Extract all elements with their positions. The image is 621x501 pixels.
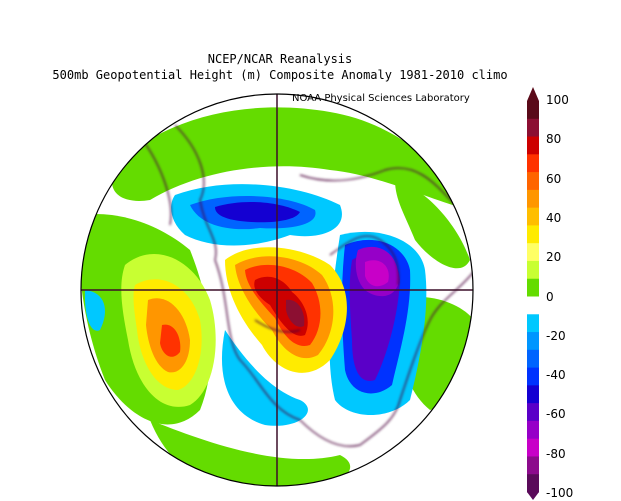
- colorbar-tick-label: 80: [546, 132, 562, 147]
- colorbar-swatch: [527, 438, 539, 457]
- anomaly-field: [81, 94, 473, 486]
- colorbar-swatch: [527, 367, 539, 386]
- colorbar-swatch: [527, 385, 539, 404]
- colorbar-swatch: [527, 349, 539, 369]
- colorbar-tick-label: -100: [546, 486, 574, 500]
- colorbar: [527, 87, 539, 500]
- colorbar-tick-label: -20: [546, 328, 566, 343]
- chart-subtitle: 500mb Geopotential Height (m) Composite …: [52, 68, 508, 82]
- colorbar-swatch: [527, 474, 539, 493]
- colorbar-swatch: [527, 154, 539, 173]
- anomaly-contour: [111, 107, 470, 210]
- colorbar-swatch: [527, 136, 539, 155]
- credit-label: NOAA Physical Sciences Laboratory: [292, 93, 470, 104]
- colorbar-tick-label: 40: [546, 210, 562, 225]
- chart-title: NCEP/NCAR Reanalysis: [207, 52, 353, 66]
- colorbar-min-arrow: [527, 492, 539, 500]
- colorbar-swatch: [527, 403, 539, 422]
- anomaly-contour: [84, 290, 105, 331]
- anomaly-contour: [160, 324, 181, 357]
- colorbar-tick-label: 100: [546, 93, 569, 107]
- colorbar-max-arrow: [527, 87, 539, 101]
- colorbar-tick-label: 60: [546, 171, 562, 186]
- colorbar-swatch: [527, 456, 539, 475]
- colorbar-swatch: [527, 278, 539, 297]
- colorbar-swatch: [527, 118, 539, 138]
- colorbar-swatch: [527, 260, 539, 280]
- anomaly-contour: [286, 299, 305, 327]
- anomaly-contour: [395, 180, 470, 269]
- colorbar-tick-label: 0: [546, 289, 554, 304]
- colorbar-swatch: [527, 172, 539, 191]
- colorbar-tick-label: -60: [546, 407, 566, 422]
- colorbar-swatch: [527, 189, 539, 209]
- anomaly-contour: [215, 201, 300, 223]
- colorbar-swatch: [527, 296, 539, 315]
- colorbar-swatch: [527, 243, 539, 262]
- colorbar-tick-label: -80: [546, 446, 566, 461]
- colorbar-swatch: [527, 225, 539, 244]
- map-boundary: [80, 93, 474, 487]
- colorbar-swatch: [527, 101, 539, 120]
- colorbar-tick-label: 20: [546, 250, 562, 265]
- colorbar-swatch: [527, 420, 539, 440]
- anomaly-contour: [221, 330, 308, 426]
- colorbar-swatch: [527, 314, 539, 333]
- colorbar-swatch: [527, 207, 539, 226]
- colorbar-swatch: [527, 332, 539, 351]
- anomaly-contour: [365, 260, 389, 287]
- colorbar-tick-label: -40: [546, 368, 566, 383]
